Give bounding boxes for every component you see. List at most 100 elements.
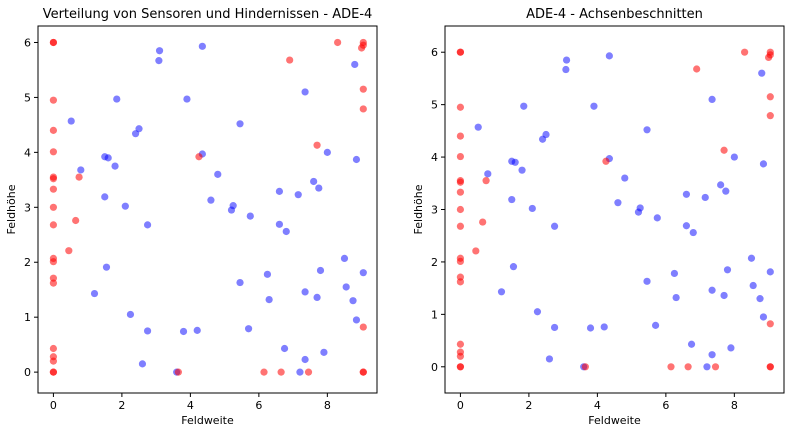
right-x-tick-label-6: 6: [662, 399, 669, 412]
left-sensor-point-13: [111, 162, 119, 170]
right-sensor-point-29: [550, 222, 559, 230]
right-y-tick-label-4: 4: [431, 151, 438, 164]
left-sensor-point-49: [244, 325, 253, 333]
right-obstacle-point-16: [482, 177, 490, 185]
left-obstacle-point-5: [357, 44, 366, 52]
right-sensor-point-3: [708, 95, 716, 103]
right-obstacle-point-34: [684, 363, 692, 371]
right-sensor-point-51: [727, 344, 735, 352]
right-markers: [456, 48, 774, 371]
right-obstacle-point-29: [456, 352, 465, 360]
right-sensor-point-28: [653, 214, 661, 222]
right-sensor-point-27: [634, 208, 643, 216]
right-obstacle-point-11: [720, 146, 728, 154]
right-sensor-point-0: [562, 56, 571, 64]
left-y-axis-label: Feldhöhe: [5, 184, 18, 234]
left-sensor-point-52: [301, 355, 309, 364]
right-sensor-point-44: [759, 313, 768, 321]
right-y-tick-label-0: 0: [431, 361, 438, 374]
left-sensor-point-19: [315, 184, 323, 192]
right-obstacle-point-20: [456, 222, 465, 230]
chart-right: ADE-4 - Achsenbeschnitten 0 2 4 6 8 0 1 2 3 4 5 6 F…: [412, 7, 785, 427]
right-sensor-point-19: [722, 187, 730, 195]
left-sensor-point-5: [67, 117, 75, 125]
left-obstacle-point-18: [49, 203, 58, 211]
right-obstacle-point-1: [456, 48, 465, 56]
left-y-tick-label-3: 3: [24, 201, 31, 214]
right-sensor-point-41: [749, 281, 757, 290]
right-sensor-point-50: [687, 340, 696, 348]
left-sensor-point-12: [104, 154, 112, 162]
right-sensor-point-48: [600, 323, 608, 331]
left-obstacle-point-23: [49, 258, 58, 266]
left-obstacle-point-1: [49, 38, 58, 47]
left-obstacle-point-29: [49, 357, 58, 365]
left-obstacle-point-12: [49, 148, 58, 156]
left-x-tick-label-8: 8: [324, 399, 331, 412]
left-sensor-point-44: [352, 316, 361, 324]
left-sensor-point-31: [282, 227, 290, 236]
right-sensor-point-47: [586, 324, 595, 332]
right-sensor-point-5: [474, 123, 482, 131]
left-chart-title: Verteilung von Sensoren und Hindernissen…: [43, 7, 373, 22]
right-sensor-point-2: [605, 52, 613, 60]
left-sensor-point-22: [352, 155, 361, 164]
right-sensor-point-16: [621, 174, 629, 182]
left-x-tick-label-4: 4: [187, 399, 194, 412]
left-ticks: 0 2 4 6 8 0 1 2 3 4 5 6: [24, 36, 331, 412]
left-sensor-point-10: [131, 130, 140, 138]
left-sensor-point-43: [313, 293, 321, 301]
right-obstacle-point-19: [479, 218, 487, 226]
right-sensor-point-4: [758, 69, 766, 77]
left-sensor-point-51: [320, 348, 328, 356]
left-sensor-point-53: [138, 360, 147, 368]
left-obstacle-point-15: [49, 175, 58, 183]
right-sensor-point-22: [759, 160, 768, 168]
left-obstacle-point-10: [49, 126, 58, 134]
right-ticks: 0 2 4 6 8 0 1 2 3 4 5 6: [431, 46, 738, 412]
left-obstacle-point-20: [49, 221, 58, 229]
right-sensor-point-38: [723, 266, 732, 274]
right-y-tick-label-2: 2: [431, 256, 438, 269]
left-sensor-point-17: [323, 148, 331, 156]
right-obstacle-point-9: [766, 112, 774, 120]
left-sensor-point-24: [121, 202, 129, 210]
left-x-tick-label-2: 2: [118, 399, 125, 412]
right-obstacle-point-26: [766, 320, 774, 328]
right-obstacle-point-37: [766, 363, 774, 371]
right-sensor-point-30: [682, 222, 691, 230]
left-sensor-point-55: [296, 368, 304, 376]
left-obstacle-point-8: [49, 96, 58, 104]
right-sensor-point-35: [670, 269, 679, 278]
right-sensor-point-23: [508, 195, 516, 204]
left-obstacle-point-33: [260, 368, 268, 376]
left-obstacle-point-32: [174, 368, 182, 376]
left-sensor-point-16: [214, 170, 222, 178]
left-sensor-point-4: [351, 60, 359, 69]
right-sensor-point-43: [720, 291, 728, 300]
right-y-tick-label-6: 6: [431, 46, 438, 59]
left-obstacle-point-27: [49, 344, 58, 353]
left-obstacle-point-6: [286, 56, 294, 64]
left-y-tick-label-2: 2: [24, 256, 31, 269]
right-sensor-point-25: [614, 199, 622, 207]
left-sensor-point-3: [301, 88, 309, 96]
left-sensor-point-46: [143, 327, 152, 335]
left-sensor-point-48: [193, 326, 201, 334]
left-obstacle-point-11: [313, 141, 321, 149]
left-obstacle-point-25: [49, 279, 58, 287]
left-x-tick-label-0: 0: [50, 399, 57, 412]
right-sensor-point-46: [550, 323, 559, 332]
left-sensor-point-47: [179, 327, 188, 336]
right-sensor-point-32: [509, 263, 518, 271]
left-sensor-point-36: [265, 296, 273, 304]
left-obstacle-point-34: [277, 368, 285, 376]
right-obstacle-point-27: [456, 340, 465, 348]
right-obstacle-point-8: [456, 103, 465, 111]
right-sensor-point-31: [689, 228, 697, 237]
right-sensor-point-18: [717, 181, 725, 189]
right-obstacle-point-23: [456, 257, 465, 265]
right-sensor-point-40: [766, 268, 774, 276]
right-sensor-point-53: [545, 355, 554, 363]
left-sensor-point-28: [246, 212, 254, 220]
